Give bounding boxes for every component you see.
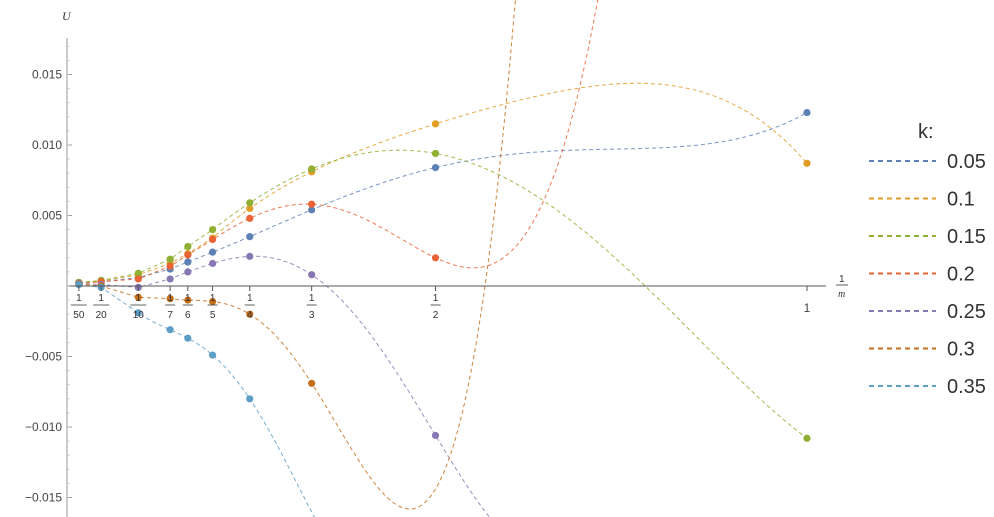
legend-entry-label: 0.3	[947, 339, 975, 361]
x-tick-label-denominator: 6	[185, 310, 191, 321]
legend-entry-label: 0.2	[947, 264, 975, 286]
series-curve-0.1	[78, 82, 808, 283]
data-point	[246, 233, 254, 241]
legend-entry-label: 0.15	[947, 226, 986, 248]
x-tick-label-numerator: 1	[76, 293, 82, 304]
x-tick-label-denominator: 50	[73, 310, 85, 321]
data-point	[308, 165, 316, 173]
data-point	[246, 214, 254, 222]
y-tick-label: 0.015	[32, 68, 62, 82]
data-point	[246, 252, 254, 260]
data-point	[803, 159, 811, 167]
data-point	[803, 434, 811, 442]
x-tick-label-denominator: 3	[309, 310, 315, 321]
data-point	[134, 293, 142, 301]
data-point	[308, 379, 316, 387]
data-point	[166, 275, 174, 283]
data-point	[308, 271, 316, 279]
x-tick-label-numerator: 1	[309, 293, 315, 304]
data-point	[166, 295, 174, 303]
data-point	[134, 269, 142, 277]
x-tick-label-numerator: 1	[247, 293, 253, 304]
y-tick-label: −0.015	[25, 491, 62, 505]
x-tick-label-numerator: 1	[167, 293, 173, 304]
data-point	[431, 120, 440, 128]
series-curve-0.35	[78, 284, 315, 517]
data-point	[308, 200, 316, 208]
series-curve-0.3	[78, 0, 517, 510]
y-tick-label: 0.005	[32, 209, 62, 223]
data-point	[184, 268, 192, 276]
x-tick-label-numerator: 1	[98, 293, 104, 304]
x-tick-label-denominator: 20	[96, 310, 108, 321]
data-point	[209, 351, 217, 359]
data-point	[246, 310, 254, 318]
data-point	[184, 334, 192, 342]
data-point	[166, 255, 174, 263]
data-point	[246, 395, 254, 403]
data-point	[209, 248, 217, 256]
legend-entry-label: 0.25	[947, 301, 986, 323]
y-axis-title: U	[62, 9, 72, 23]
x-tick-label-numerator: 1	[185, 293, 191, 304]
x-axis-title-numerator: 1	[839, 274, 845, 285]
legend-entry-label: 0.05	[947, 151, 986, 173]
x-tick-label-numerator: 1	[136, 293, 142, 304]
data-point	[184, 296, 192, 304]
legend: k: 0.05 0.1 0.15 0.2 0.25 0.3 0.35	[869, 121, 986, 398]
axes: U 1 m −0.015 −0.010 −0.005 0.005 0.010 0.015 1…	[25, 9, 848, 517]
data-point	[209, 226, 217, 234]
data-point	[134, 309, 142, 317]
data-point	[246, 204, 254, 213]
legend-entry-label: 0.35	[947, 376, 986, 398]
x-tick-label-denominator: 2	[433, 310, 439, 321]
x-tick-label-denominator: 4	[247, 310, 253, 321]
data-point	[209, 297, 217, 306]
data-point	[431, 149, 440, 158]
data-point	[184, 258, 192, 266]
data-point	[134, 275, 142, 283]
data-point	[166, 326, 174, 334]
x-tick-label-denominator: 5	[210, 310, 216, 321]
x-axis-title-denominator: m	[838, 289, 845, 300]
x-tick-label-numerator: 1	[210, 293, 216, 304]
data-point	[184, 242, 192, 251]
x-tick-label-numerator: 1	[433, 293, 439, 304]
data-point	[209, 259, 217, 268]
series-curve-0.05	[78, 112, 808, 283]
legend-entry-label: 0.1	[947, 189, 975, 211]
data-point	[166, 262, 174, 270]
x-tick-label: 1	[804, 301, 811, 315]
data-point	[431, 431, 440, 440]
series-points	[75, 108, 811, 442]
y-tick-label: 0.010	[32, 138, 62, 152]
data-point	[308, 206, 316, 214]
x-tick-label-denominator: 10	[133, 310, 145, 321]
legend-title: k:	[918, 121, 934, 143]
data-point	[431, 254, 440, 262]
data-point	[431, 163, 440, 172]
data-point	[803, 108, 811, 117]
data-point	[184, 251, 192, 259]
data-point	[246, 199, 254, 207]
y-tick-label: −0.005	[25, 350, 62, 364]
series-curve-0.2	[78, 0, 599, 284]
y-tick-label: −0.010	[25, 420, 62, 434]
series-curve-0.25	[78, 255, 491, 517]
x-tick-label-denominator: 7	[167, 310, 173, 321]
data-point	[209, 235, 217, 244]
